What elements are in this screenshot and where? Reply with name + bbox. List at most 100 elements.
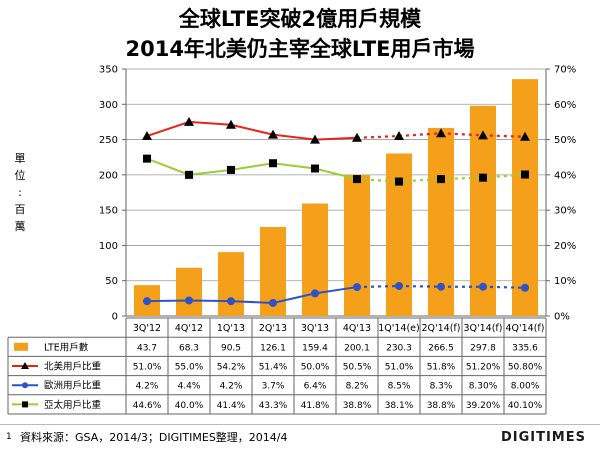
point-marker [394, 131, 404, 141]
data-value-label: 8.00% [511, 382, 540, 392]
point-marker [269, 159, 277, 168]
data-value-label: 44.6% [133, 401, 162, 411]
point-marker [142, 131, 152, 141]
data-value-label: 266.5 [428, 343, 454, 353]
unit-char: : [18, 186, 22, 199]
data-value-label: 55.0% [175, 363, 204, 373]
legend-marker [22, 401, 28, 408]
point-marker [143, 297, 151, 306]
bar [217, 252, 245, 316]
right-tick-label: 30% [554, 206, 576, 217]
point-marker [185, 296, 193, 305]
unit-char: 單 [14, 152, 26, 165]
point-marker [268, 129, 278, 139]
bar [469, 105, 497, 316]
unit-char: 萬 [14, 220, 26, 233]
point-marker [143, 154, 151, 163]
unit-char: 位 [14, 169, 26, 182]
right-tick-label: 20% [554, 241, 576, 252]
point-marker [436, 128, 446, 138]
data-value-label: 230.3 [386, 343, 412, 353]
point-marker [227, 165, 235, 174]
data-value-label: 4.4% [178, 382, 201, 392]
data-value-label: 6.4% [304, 382, 327, 392]
data-value-label: 8.2% [346, 382, 369, 392]
right-tick-label: 40% [554, 170, 576, 181]
data-value-label: 51.0% [385, 363, 414, 373]
page-number: 1 [6, 432, 12, 442]
data-value-label: 8.3% [430, 382, 453, 392]
data-value-label: 38.8% [343, 401, 372, 411]
point-marker [352, 132, 362, 142]
data-value-label: 90.5 [221, 343, 241, 353]
data-value-label: 335.6 [512, 343, 538, 353]
x-tick-label: 3Q'14(f) [464, 323, 503, 334]
data-value-label: 68.3 [179, 343, 199, 353]
point-marker [521, 170, 529, 179]
chart-title: 全球LTE突破2億用戶規模 [178, 7, 422, 31]
point-marker [437, 282, 445, 291]
point-marker [310, 134, 320, 144]
data-value-label: 43.3% [259, 401, 288, 411]
data-value-label: 50.0% [301, 363, 330, 373]
legend-label: 歐洲用戶比重 [44, 380, 102, 392]
left-tick-label: 350 [99, 65, 118, 76]
x-tick-label: 4Q'14(f) [506, 323, 545, 334]
left-tick-label: 100 [99, 241, 118, 252]
x-tick-label: 1Q'14(e) [378, 323, 419, 334]
point-marker [269, 298, 277, 307]
point-marker [395, 282, 403, 291]
x-tick-label: 3Q'13 [301, 323, 329, 334]
data-value-label: 43.7 [137, 343, 157, 353]
point-marker [520, 131, 530, 141]
data-value-label: 50.80% [508, 363, 543, 373]
data-value-label: 41.8% [301, 401, 330, 411]
brand-logo: DIGITIMES [500, 430, 586, 445]
point-marker [311, 164, 319, 173]
left-tick-label: 0 [112, 312, 118, 323]
data-value-label: 51.0% [133, 363, 162, 373]
point-marker [353, 175, 361, 184]
data-value-label: 8.5% [388, 382, 411, 392]
data-value-label: 159.4 [302, 343, 328, 353]
bar [301, 203, 329, 316]
legend-marker [21, 362, 29, 369]
legend-key [14, 342, 28, 351]
point-marker [184, 116, 194, 126]
data-value-label: 4.2% [136, 382, 159, 392]
source-note: 資料來源：GSA，2014/3；DIGITIMES整理，2014/4 [20, 431, 288, 444]
right-tick-label: 70% [554, 65, 576, 76]
series-line [146, 286, 358, 304]
bar [175, 267, 203, 316]
point-marker [521, 283, 529, 292]
data-value-label: 8.30% [469, 382, 498, 392]
data-value-label: 50.5% [343, 363, 372, 373]
point-marker [353, 283, 361, 292]
legend-label: 亞太用戶比重 [44, 399, 102, 411]
left-tick-label: 200 [99, 170, 118, 181]
left-tick-label: 150 [99, 206, 118, 217]
right-tick-label: 0% [554, 312, 570, 323]
data-value-label: 297.8 [470, 343, 496, 353]
data-value-label: 54.2% [217, 363, 246, 373]
data-value-label: 51.4% [259, 363, 288, 373]
x-tick-label: 1Q'13 [217, 323, 245, 334]
series-line [146, 120, 358, 141]
point-marker [478, 130, 488, 140]
series-line [146, 157, 358, 181]
unit-char: 百 [14, 203, 26, 216]
data-value-label: 40.0% [175, 401, 204, 411]
point-marker [479, 173, 487, 182]
point-marker [437, 175, 445, 184]
point-marker [185, 170, 193, 179]
y-axis-unit-label: 單 位 : 百 萬 [12, 150, 28, 235]
data-value-label: 41.4% [217, 401, 246, 411]
data-value-label: 3.7% [262, 382, 285, 392]
data-value-label: 38.8% [427, 401, 456, 411]
data-value-label: 51.8% [427, 363, 456, 373]
legend-label: 北美用戶比重 [44, 361, 102, 373]
x-tick-label: 2Q'14(f) [422, 323, 461, 334]
legend-marker [22, 382, 28, 389]
point-marker [395, 177, 403, 186]
